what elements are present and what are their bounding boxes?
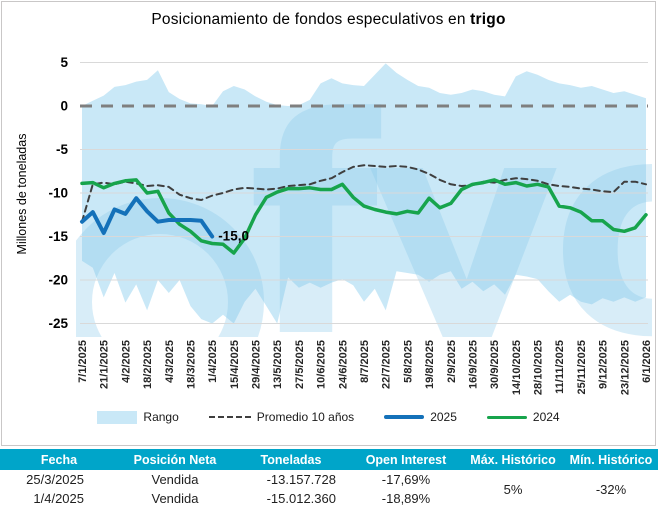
col-header-fecha: Fecha: [0, 449, 118, 470]
legend-label: 2024: [532, 410, 560, 424]
legend-label: Rango: [143, 410, 179, 424]
series-2025-line: [80, 196, 215, 239]
cell-posicion-row1: Vendida: [151, 472, 199, 487]
x-tick-label: 18/3/2025: [186, 340, 198, 389]
col-header-min-historico: Mín. Histórico: [564, 449, 658, 470]
x-tick-label: 30/9/2025: [489, 340, 501, 389]
col-header-open-interest: Open Interest: [350, 449, 462, 470]
y-tick-label: -5: [56, 142, 68, 157]
x-tick-label: 10/6/2025: [316, 340, 328, 389]
last-value-label: -15,0: [218, 229, 249, 244]
x-tick-label: 5/8/2025: [402, 340, 414, 383]
x-tick-label: 15/4/2025: [229, 340, 241, 389]
x-tick-label: 28/10/2025: [533, 340, 545, 395]
legend-swatch: [384, 415, 425, 419]
x-tick-label: 24/6/2025: [337, 340, 349, 389]
x-tick-label: 9/12/2025: [598, 340, 610, 389]
legend-label: 2025: [430, 410, 457, 424]
x-tick-label: 2/9/2025: [446, 340, 458, 383]
x-tick-label: 4/3/2025: [164, 340, 176, 383]
chart-title: Posicionamiento de fondos especulativos …: [2, 11, 655, 29]
y-tick-label: -25: [48, 316, 68, 331]
watermark-ring: [76, 198, 264, 337]
y-tick-label: -15: [48, 229, 68, 244]
cell-max-historico: 5%: [503, 481, 523, 497]
x-tick-label: 19/8/2025: [424, 340, 436, 389]
cell-fecha-row1: 25/3/2025: [26, 472, 84, 487]
cell-fecha-row2: 1/4/2025: [33, 491, 84, 506]
legend-swatch: [97, 410, 138, 424]
x-tick-label: 13/5/2025: [272, 340, 284, 389]
series-promedio-10-a-os-line: [81, 164, 647, 223]
x-tick-label: 23/12/2025: [619, 340, 631, 395]
y-tick-label: -10: [48, 186, 68, 201]
x-tick-label: 11/11/2025: [554, 340, 566, 394]
x-tick-label: 1/4/2025: [207, 340, 219, 383]
cell-openinterest-row2: -18,89%: [381, 491, 431, 506]
x-tick-label: 22/7/2025: [381, 340, 393, 389]
x-tick-label: 4/2/2025: [120, 340, 132, 383]
y-tick-label: 5: [60, 55, 68, 70]
legend-swatch: [486, 415, 527, 419]
col-header-toneladas: Toneladas: [232, 449, 350, 470]
chart-title-commodity: trigo: [470, 11, 506, 28]
col-header-max-historico: Máx. Histórico: [462, 449, 564, 470]
legend-item-rango: Rango: [97, 410, 179, 424]
legend-item-2024: 2024: [486, 410, 560, 424]
x-tick-label: 21/1/2025: [99, 340, 111, 389]
legend-item-2025: 2025: [384, 410, 457, 424]
y-axis-title: Millones de toneladas: [15, 134, 29, 255]
x-tick-label: 6/1/2026: [641, 340, 653, 383]
x-tick-label: 8/7/2025: [359, 340, 371, 383]
legend-label: Promedio 10 años: [256, 410, 355, 424]
cell-toneladas-row1: -13.157.728: [266, 472, 336, 487]
chart-frame: fyo 5 0 -5 -10 -15 -20 -25 -15,0 7/1/2025 21/1/202…: [1, 1, 656, 446]
cell-min-historico: -32%: [595, 481, 627, 497]
legend-swatch: [208, 416, 251, 418]
cell-posicion-row2: Vendida: [151, 491, 199, 506]
chart-title-text: Posicionamiento de fondos especulativos …: [151, 11, 471, 28]
x-tick-label: 14/10/2025: [511, 340, 523, 395]
x-tick-label: 18/2/2025: [142, 340, 154, 389]
x-tick-label: 16/9/2025: [468, 340, 480, 389]
x-tick-label: 27/5/2025: [294, 340, 306, 389]
x-tick-label: 25/11/2025: [576, 340, 588, 394]
col-header-posicion-neta: Posición Neta: [118, 449, 232, 470]
x-tick-label: 7/1/2025: [77, 340, 89, 383]
chart-legend: Rango Promedio 10 años 2025 2024: [2, 410, 655, 424]
cell-openinterest-row1: -17,69%: [381, 472, 431, 487]
legend-item-promedio-10-a-os: Promedio 10 años: [208, 410, 355, 424]
y-tick-label: 0: [60, 99, 68, 114]
x-tick-label: 29/4/2025: [251, 340, 263, 389]
y-tick-label: -20: [48, 273, 68, 288]
cell-toneladas-row2: -15.012.360: [266, 491, 336, 506]
positions-table: Fecha Posición Neta Toneladas Open Inter…: [0, 449, 658, 508]
